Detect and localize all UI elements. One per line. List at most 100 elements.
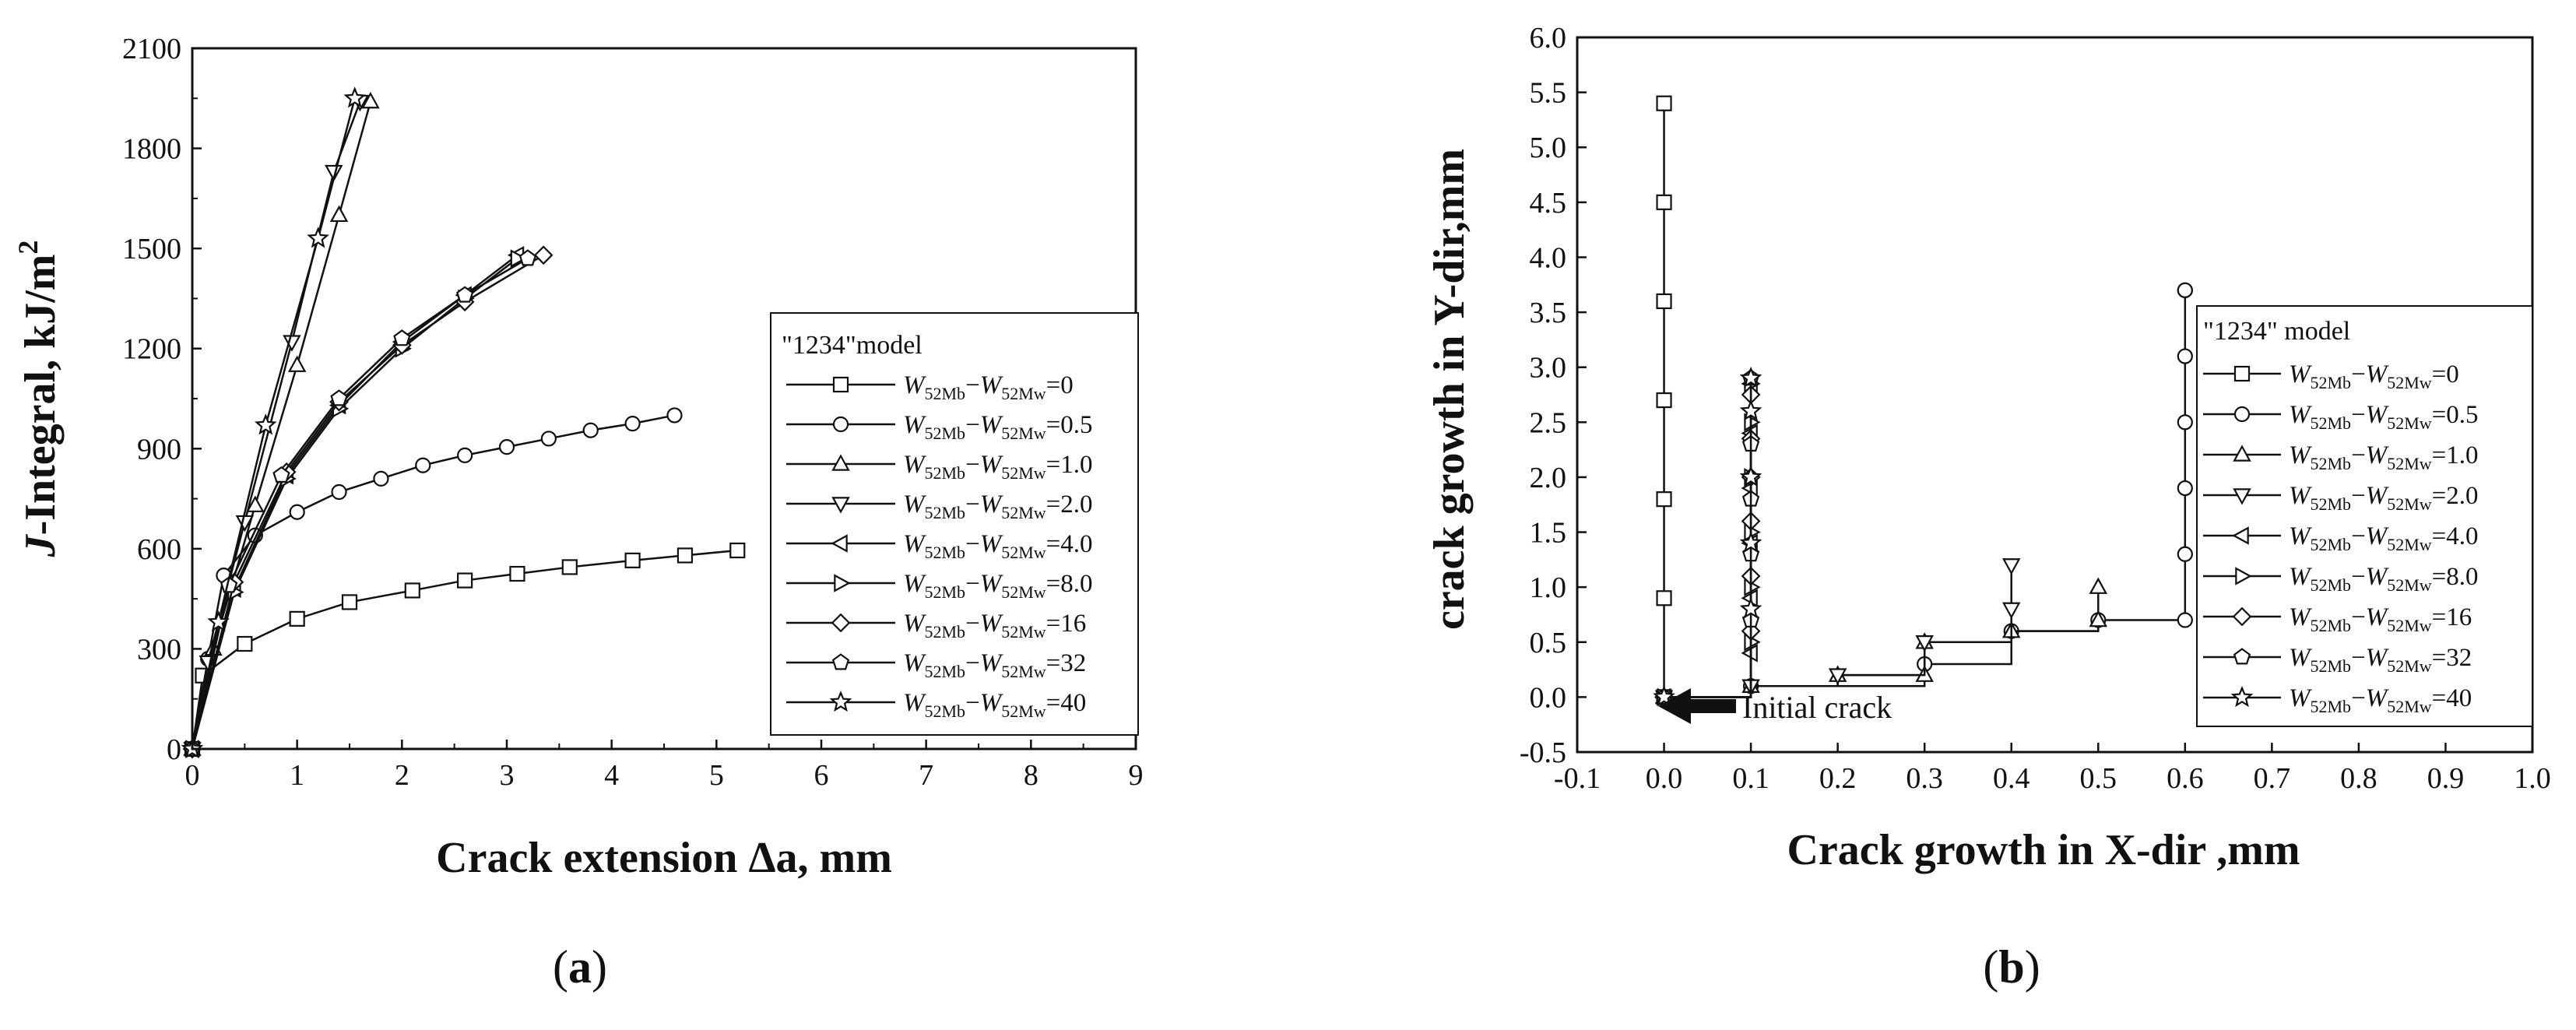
panel-a-legend-label: W52Mb−W52Mw=8.0 — [903, 570, 1093, 602]
panel-a-legend-marker — [832, 376, 849, 393]
panel-a-series-1-point — [729, 542, 746, 559]
panel-b-legend-label: W52Mb−W52Mw=4.0 — [2289, 522, 2479, 554]
panel-a-legend-marker — [834, 574, 851, 592]
panel-b-legend-entry-7: W52Mb−W52Mw=16 — [2203, 603, 2472, 635]
panel-b-series-5-line — [1664, 383, 1752, 698]
panel-b-legend-title: "1234" model — [2203, 317, 2350, 346]
panel-b-x-tick-label: 0.8 — [2340, 762, 2377, 795]
panel-b-x-tick-label: 0.5 — [2080, 762, 2117, 795]
panel-b-series-9-point — [1739, 597, 1762, 619]
panel-a-legend-label: W52Mb−W52Mw=40 — [903, 689, 1086, 721]
panel-a-series-7 — [182, 245, 554, 759]
panel-b-series-2-point — [2177, 348, 2193, 364]
panel-b-y-tick-label: 1.5 — [1530, 517, 1567, 550]
panel-a-x-tick-label: 7 — [919, 759, 933, 792]
panel-a-y-axis-label-italic: J — [16, 533, 65, 557]
panel-b-series-2-point — [2177, 612, 2193, 628]
panel-a-series-5-line — [191, 254, 518, 750]
panel-a-series-8-line — [191, 257, 529, 750]
panel-b-series-3-point — [2089, 610, 2108, 627]
panel-a-series-9-point — [207, 610, 230, 632]
panel-a-series-1-point — [341, 594, 358, 610]
panel-b-legend-label: W52Mb−W52Mw=2.0 — [2289, 482, 2479, 514]
panel-a-x-tick-label: 9 — [1129, 759, 1144, 792]
panel-b-legend-label: W52Mb−W52Mw=40 — [2289, 684, 2472, 716]
panel-b-series-2-point — [2177, 546, 2193, 562]
panel-b-x-tick-label: 0.1 — [1732, 762, 1769, 795]
panel-a-y-axis-label: J-Integral, kJ/m2 — [12, 241, 65, 558]
panel-b-legend-entry-4: W52Mb−W52Mw=2.0 — [2203, 482, 2479, 514]
panel-b-x-tick-label: 1.0 — [2514, 762, 2551, 795]
initial-crack-annotation: Initial crack — [1658, 688, 1892, 725]
panel-b-legend-label: W52Mb−W52Mw=32 — [2289, 644, 2472, 676]
panel-b-y-tick-label: 4.0 — [1530, 241, 1567, 274]
panel-b-y-tick-label: 5.0 — [1530, 132, 1567, 164]
panel-a-series-1-point — [677, 547, 694, 564]
panel-b-x-tick-label: 0.7 — [2254, 762, 2291, 795]
panel-a-legend-entry-5: W52Mb−W52Mw=4.0 — [786, 530, 1093, 562]
panel-a-legend-marker — [831, 653, 850, 670]
panel-a-legend-box — [770, 312, 1139, 736]
panel-b-y-tick-label: 0.5 — [1530, 627, 1567, 659]
panel-b-series-1-point — [1656, 194, 1672, 210]
panel-a-series-9 — [181, 86, 367, 759]
panel-b-series-4 — [1654, 558, 2021, 708]
panel-a-series-8-point — [272, 466, 290, 483]
panel-a-series-1-point — [289, 610, 305, 627]
panel-a-legend-title: "1234"model — [782, 331, 923, 360]
panel-a-chart: 0 1 2 3 4 5 6 7 8 9 0 300 600 900 1200 1500 1800 2100 "12… — [12, 33, 1144, 993]
panel-a-legend-entry-1: W52Mb−W52Mw=0 — [786, 371, 1074, 403]
panel-a-series-6 — [185, 249, 528, 758]
panel-a-legend-label: W52Mb−W52Mw=4.0 — [903, 530, 1093, 562]
panel-a-series-5 — [182, 245, 525, 758]
panel-b-series-1-point — [1656, 293, 1672, 310]
panel-b-legend-entry-9: W52Mb−W52Mw=40 — [2203, 684, 2472, 716]
panel-b-legend-marker — [2232, 606, 2252, 627]
panel-a-series-2-point — [373, 470, 389, 487]
panel-b-series-1-point — [1656, 590, 1672, 606]
panel-b-series-2-point — [2177, 414, 2193, 431]
panel-a-series-3-point — [329, 205, 349, 223]
panel-a-series-7-line — [191, 254, 544, 750]
panel-a-series-1-point — [237, 635, 253, 652]
panel-b-y-tick-label: 1.0 — [1530, 571, 1567, 604]
panel-a-series-1-point — [457, 572, 473, 589]
panel-a-legend-entry-3: W52Mb−W52Mw=1.0 — [786, 451, 1093, 483]
panel-b-y-axis-label: crack growth in Y-dir,mm — [1425, 149, 1474, 630]
panel-a-y-tick-label: 2100 — [122, 33, 181, 65]
panel-b-x-tick-label: 0.0 — [1646, 762, 1683, 795]
panel-a-series-2-point — [540, 431, 557, 447]
panel-a-x-tick-label: 0 — [185, 759, 200, 792]
panel-a-caption: (a) — [553, 941, 607, 993]
panel-a-series-1 — [184, 542, 746, 758]
panel-b-series-9-point — [1739, 366, 1762, 388]
panel-b-chart: -0.1 0.0 0.1 0.2 0.3 0.4 0.5 0.6 0.7 0.8 0.9 1.0 -0.… — [1425, 22, 2551, 993]
panel-a-legend-label: W52Mb−W52Mw=1.0 — [903, 451, 1093, 483]
panel-a-series-2-line — [191, 414, 675, 750]
panel-b-series-1 — [1656, 95, 1672, 705]
panel-a-legend-entry-7: W52Mb−W52Mw=16 — [786, 610, 1086, 642]
panel-b-x-axis-label: Crack growth in X-dir ,mm — [1787, 826, 2300, 874]
panel-a-series-3-point — [287, 355, 307, 372]
panel-b-series-1-point — [1656, 392, 1672, 409]
panel-a-legend-label: W52Mb−W52Mw=0 — [903, 371, 1074, 403]
panel-a-legend-marker — [831, 454, 850, 471]
panel-a-series-6-point — [510, 249, 528, 268]
panel-a-x-tick-label: 3 — [500, 759, 515, 792]
panel-a-y-axis-label-sup: 2 — [12, 241, 44, 255]
panel-a-series-2-point — [457, 447, 473, 463]
panel-b-legend-marker — [2233, 365, 2251, 382]
panel-a-y-tick-label: 300 — [137, 633, 181, 666]
panel-b-x-tick-label: -0.1 — [1554, 762, 1601, 795]
panel-b-legend-marker — [2232, 526, 2249, 545]
panel-a-legend: "1234"model W52Mb−W52Mw=0 W52Mb−W52Mw=0.5… — [770, 312, 1139, 736]
initial-crack-label: Initial crack — [1742, 690, 1892, 725]
panel-b-series-4-point — [2001, 558, 2021, 575]
panel-b-series-9-point — [1739, 531, 1762, 553]
panel-a-series-8-point — [220, 576, 238, 593]
panel-a-series-2 — [184, 407, 683, 758]
panel-b-series-5-point — [1741, 644, 1758, 663]
panel-a-legend-marker — [831, 497, 850, 514]
panel-b-series-6-line — [1664, 383, 1752, 698]
